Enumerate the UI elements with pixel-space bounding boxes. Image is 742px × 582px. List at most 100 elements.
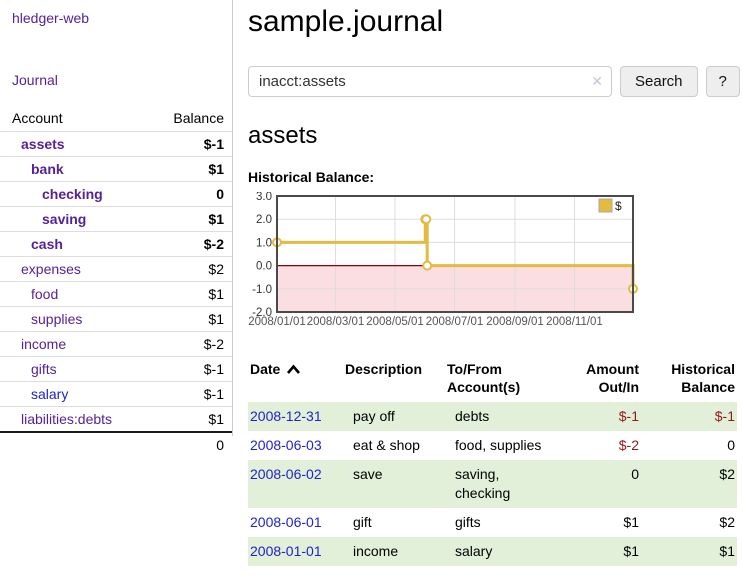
transaction-amount: 0: [559, 460, 641, 508]
main-content: sample.journal ✕ Search ? assets Histori…: [248, 0, 742, 566]
transaction-accounts: gifts: [447, 508, 559, 537]
account-row-gifts: gifts $-1: [0, 357, 232, 382]
account-column-header: Account: [0, 106, 152, 132]
svg-text:0.0: 0.0: [256, 260, 272, 272]
transaction-amount: $-1: [559, 402, 641, 431]
sort-ascending-icon: [286, 364, 301, 375]
search-input[interactable]: [248, 66, 612, 97]
account-row-food: food $1: [0, 282, 232, 307]
accounts-header-row: Account Balance: [0, 106, 232, 132]
account-link-checking[interactable]: checking: [42, 186, 103, 202]
transaction-description: income: [345, 537, 447, 566]
transaction-description: eat & shop: [345, 431, 447, 460]
account-link-bank[interactable]: bank: [31, 161, 64, 177]
svg-text:3.0: 3.0: [256, 192, 272, 203]
chart-canvas: 3.02.01.00.0-1.0-2.02008/01/012008/03/01…: [248, 192, 642, 332]
help-button[interactable]: ?: [706, 66, 740, 97]
table-row: 2008-06-02 save saving, checking 0 $2: [248, 460, 737, 508]
transaction-accounts: saving, checking: [447, 460, 559, 508]
account-link-gifts[interactable]: gifts: [31, 361, 57, 377]
transactions-header-row: Date Description To/From Account(s) Amou…: [248, 356, 737, 403]
transaction-amount: $1: [559, 537, 641, 566]
transaction-accounts: salary: [447, 537, 559, 566]
svg-text:1.0: 1.0: [256, 237, 272, 249]
description-column-header: Description: [345, 356, 447, 403]
transaction-accounts-text: gifts: [455, 513, 481, 532]
accounts-table: Account Balance assets $-1 bank $1 check…: [0, 106, 232, 457]
account-link-food[interactable]: food: [31, 286, 58, 302]
transaction-date-link[interactable]: 2008-12-31: [250, 408, 322, 424]
svg-text:2008/07/01: 2008/07/01: [426, 316, 484, 328]
account-link-salary[interactable]: salary: [31, 386, 68, 402]
transaction-amount: $1: [559, 508, 641, 537]
svg-text:-1.0: -1.0: [252, 283, 272, 295]
transaction-accounts-text: salary: [455, 542, 492, 561]
account-row-expenses: expenses $2: [0, 257, 232, 282]
account-balance: $1: [152, 307, 232, 332]
svg-text:2008/11/01: 2008/11/01: [546, 316, 603, 328]
search-button[interactable]: Search: [620, 66, 698, 97]
account-balance: $-2: [152, 232, 232, 257]
svg-text:2008/03/01: 2008/03/01: [307, 316, 365, 328]
svg-text:2.0: 2.0: [256, 214, 272, 226]
account-link-expenses[interactable]: expenses: [21, 261, 81, 277]
table-row: 2008-06-01 gift gifts $1 $2: [248, 508, 737, 537]
transaction-accounts: food, supplies: [447, 431, 559, 460]
account-row-income: income $-2: [0, 332, 232, 357]
account-link-cash[interactable]: cash: [31, 236, 63, 252]
transaction-date-link[interactable]: 2008-06-01: [250, 514, 322, 530]
transaction-amount: $-2: [559, 431, 641, 460]
transaction-balance: $2: [641, 508, 737, 537]
account-row-cash: cash $-2: [0, 232, 232, 257]
account-balance: $1: [152, 207, 232, 232]
account-row-bank: bank $1: [0, 157, 232, 182]
table-row: 2008-01-01 income salary $1 $1: [248, 537, 737, 566]
sidebar-item-journal[interactable]: Journal: [12, 72, 232, 88]
transaction-balance: $1: [641, 537, 737, 566]
svg-text:2008/05/01: 2008/05/01: [366, 316, 424, 328]
account-balance: $1: [152, 407, 232, 433]
historical-balance-chart: 3.02.01.00.0-1.0-2.02008/01/012008/03/01…: [248, 192, 742, 337]
account-balance: $-1: [152, 382, 232, 407]
accounts-total-row: 0: [0, 432, 232, 457]
search-form: ✕ Search ?: [248, 66, 742, 97]
transaction-accounts: debts: [447, 402, 559, 431]
transaction-balance: 0: [641, 431, 737, 460]
account-balance: $-1: [152, 357, 232, 382]
sidebar: hledger-web Journal Account Balance asse…: [0, 0, 233, 436]
transaction-accounts-text: saving, checking: [455, 465, 549, 503]
transaction-balance: $2: [641, 460, 737, 508]
balance-column-header: Historical Balance: [641, 356, 737, 403]
transaction-date-link[interactable]: 2008-06-03: [250, 437, 322, 453]
account-balance: 0: [152, 182, 232, 207]
account-balance: $2: [152, 257, 232, 282]
clear-search-icon[interactable]: ✕: [591, 73, 603, 90]
table-row: 2008-06-03 eat & shop food, supplies $-2…: [248, 431, 737, 460]
accounts-column-header: To/From Account(s): [447, 356, 559, 403]
transaction-description: gift: [345, 508, 447, 537]
app-brand-link[interactable]: hledger-web: [12, 10, 232, 26]
transaction-accounts-text: debts: [455, 407, 489, 426]
date-column-header[interactable]: Date: [248, 356, 345, 403]
account-row-supplies: supplies $1: [0, 307, 232, 332]
page-title: sample.journal: [248, 5, 742, 40]
account-balance: $-2: [152, 332, 232, 357]
account-link-income[interactable]: income: [21, 336, 66, 352]
svg-text:$: $: [615, 199, 622, 213]
transaction-date-link[interactable]: 2008-06-02: [250, 466, 322, 482]
account-link-liabilities-debts[interactable]: liabilities:debts: [21, 411, 112, 427]
accounts-total-value: 0: [152, 432, 232, 457]
account-balance: $1: [152, 282, 232, 307]
transaction-description: save: [345, 460, 447, 508]
account-section-title: assets: [248, 122, 742, 150]
account-link-saving[interactable]: saving: [42, 211, 86, 227]
chart-title: Historical Balance:: [248, 169, 742, 185]
transaction-description: pay off: [345, 402, 447, 431]
balance-column-header: Balance: [152, 106, 232, 132]
account-row-liabilities-debts: liabilities:debts $1: [0, 407, 232, 433]
account-link-assets[interactable]: assets: [21, 136, 65, 152]
account-link-supplies[interactable]: supplies: [31, 311, 82, 327]
account-row-assets: assets $-1: [0, 132, 232, 157]
transaction-date-link[interactable]: 2008-01-01: [250, 543, 322, 559]
transaction-balance: $-1: [641, 402, 737, 431]
